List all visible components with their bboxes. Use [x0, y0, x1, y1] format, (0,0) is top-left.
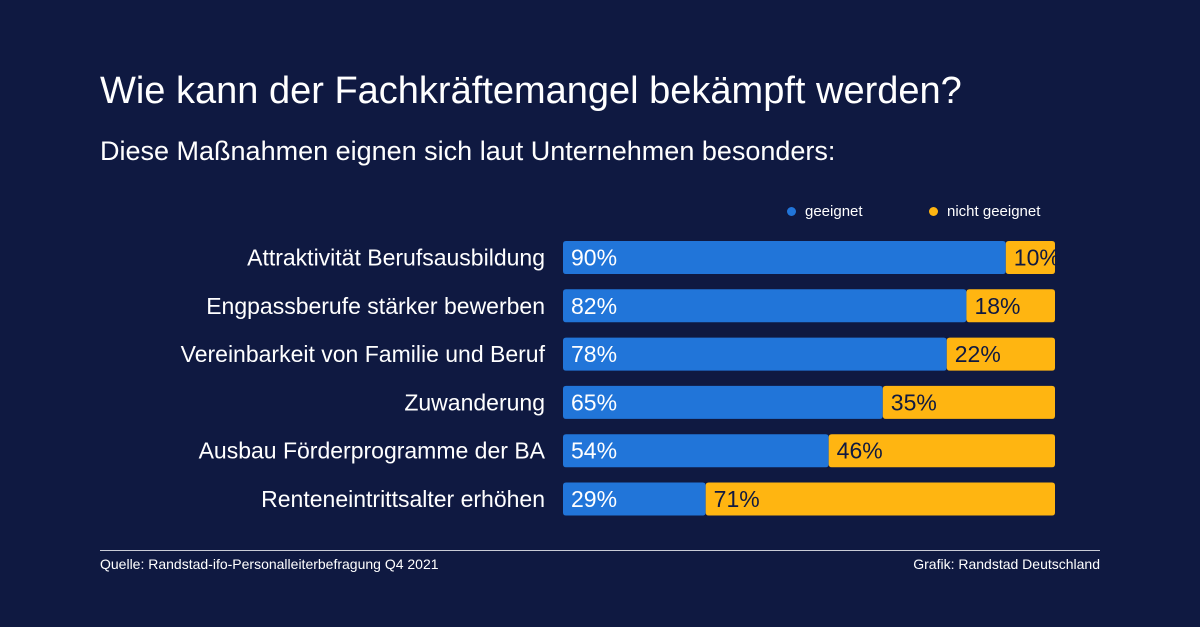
legend-label-nicht-geeignet: nicht geeignet: [947, 203, 1041, 220]
data-label-geeignet: 29%: [571, 486, 617, 512]
bar-segment-geeignet: [563, 482, 706, 516]
bar-segment-geeignet: [563, 241, 1006, 274]
bar-segment-geeignet: [563, 434, 829, 468]
bar-segment-nicht-geeignet: [828, 434, 1055, 468]
legend-dot-geeignet-icon: [787, 207, 796, 216]
data-label-geeignet: 65%: [571, 389, 617, 415]
category-label: Attraktivität Berufsausbildung: [247, 245, 545, 271]
legend-item-nicht-geeignet: nicht geeignet: [929, 203, 1040, 220]
chart-title: Wie kann der Fachkräftemangel bekämpft w…: [100, 70, 962, 112]
legend-dot-nicht-geeignet-icon: [929, 207, 938, 216]
data-label-geeignet: 90%: [571, 245, 617, 271]
category-label: Vereinbarkeit von Familie und Beruf: [181, 341, 546, 367]
source-note: Quelle: Randstad-ifo-Personalleiterbefra…: [100, 556, 439, 572]
data-label-geeignet: 82%: [571, 293, 617, 319]
legend-label-geeignet: geeignet: [805, 203, 863, 220]
bar-segment-nicht-geeignet: [882, 385, 1055, 419]
bar-segment-nicht-geeignet: [705, 482, 1055, 516]
category-label: Zuwanderung: [404, 389, 545, 415]
legend: geeignet nicht geeignet: [0, 203, 1200, 227]
category-label: Ausbau Förderprogramme der BA: [199, 438, 546, 464]
data-label-nicht-geeignet: 46%: [837, 438, 883, 464]
bar-segment-geeignet: [563, 337, 947, 371]
category-label: Renteneintrittsalter erhöhen: [261, 486, 545, 512]
data-label-nicht-geeignet: 18%: [974, 293, 1020, 319]
category-label: Engpassberufe stärker bewerben: [206, 293, 545, 319]
data-label-nicht-geeignet: 10%: [1014, 245, 1060, 271]
data-label-nicht-geeignet: 22%: [955, 341, 1001, 367]
bar-segment-nicht-geeignet: [946, 337, 1055, 371]
bar-segment-geeignet: [563, 289, 967, 323]
graphic-credit: Grafik: Randstad Deutschland: [913, 556, 1100, 572]
footer-divider: [100, 550, 1100, 551]
data-label-geeignet: 54%: [571, 438, 617, 464]
data-label-geeignet: 78%: [571, 341, 617, 367]
legend-item-geeignet: geeignet: [787, 203, 863, 220]
data-label-nicht-geeignet: 35%: [891, 389, 937, 415]
bar-segment-nicht-geeignet: [1005, 241, 1055, 274]
chart-subtitle: Diese Maßnahmen eignen sich laut Unterne…: [100, 136, 836, 166]
bar-segment-geeignet: [563, 385, 883, 419]
bar-segment-nicht-geeignet: [966, 289, 1055, 323]
data-label-nicht-geeignet: 71%: [714, 486, 760, 512]
